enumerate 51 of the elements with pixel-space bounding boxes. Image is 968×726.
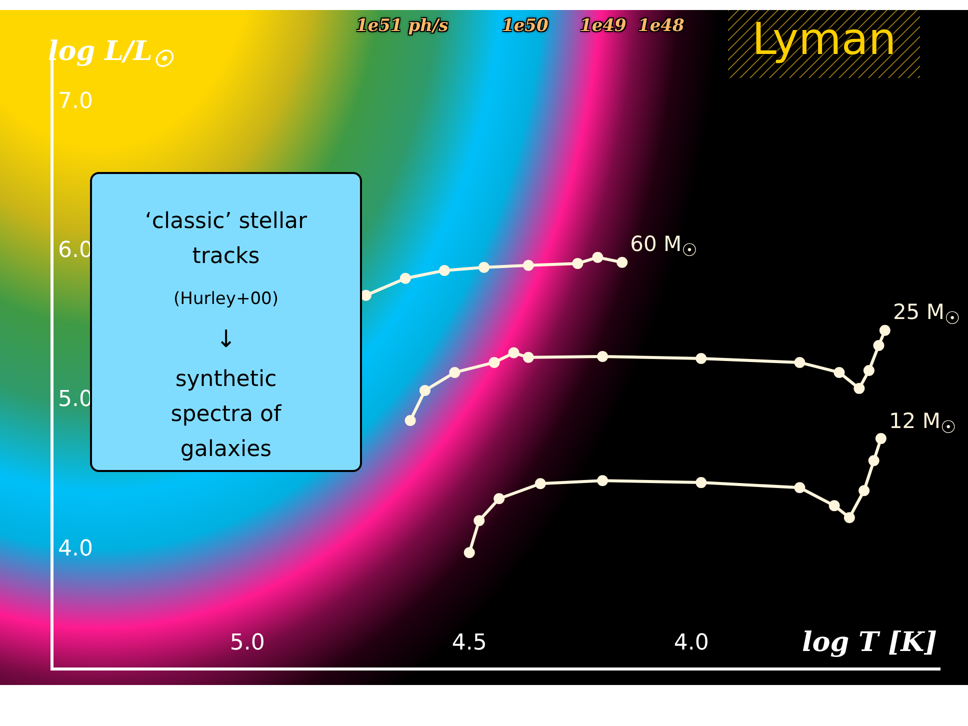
- y-tick-label: 4.0: [58, 536, 93, 562]
- x-tick-label: 5.0: [230, 630, 265, 656]
- point: [858, 485, 870, 496]
- point: [844, 512, 855, 524]
- annotation: synthetic spectra of galaxies: [170, 366, 283, 464]
- text: 1e51 ph/s: [356, 16, 448, 36]
- series-label: 25 M$_{☉}$: [892, 300, 960, 330]
- x-axis-title: log T [K]: [802, 627, 938, 658]
- point: [873, 340, 884, 351]
- point: [879, 324, 890, 336]
- point: [572, 258, 584, 269]
- point: [875, 433, 886, 444]
- annotation: (Hurley+00): [172, 288, 280, 312]
- point: [854, 382, 865, 394]
- series-label: 60 M$_{☉}$: [630, 232, 698, 262]
- point: [449, 366, 460, 378]
- point: [696, 352, 707, 364]
- point: [464, 547, 475, 558]
- point: [508, 347, 520, 358]
- point: [534, 478, 546, 490]
- annotation: Lyman: [752, 14, 896, 65]
- annotation: ↓: [214, 324, 238, 355]
- point: [794, 482, 806, 494]
- point: [404, 415, 416, 426]
- point: [592, 252, 604, 263]
- text: 1e48: [638, 16, 684, 36]
- point: [522, 352, 534, 363]
- x-tick-label: 4.5: [452, 630, 487, 656]
- point: [438, 264, 450, 276]
- point: [597, 475, 608, 486]
- x-tick-label: 4.0: [674, 630, 709, 656]
- y-tick-label: 7.0: [58, 88, 93, 114]
- point: [828, 500, 840, 512]
- point: [419, 385, 430, 396]
- point: [597, 351, 608, 362]
- point: [400, 272, 411, 284]
- point: [834, 366, 845, 378]
- text: 1e50: [502, 16, 548, 36]
- point: [522, 260, 534, 271]
- point: [868, 455, 880, 466]
- point: [616, 256, 628, 268]
- point: [794, 356, 806, 368]
- point: [478, 262, 490, 273]
- text: 1e49: [580, 16, 626, 36]
- series-label: 12 M$_{☉}$: [888, 408, 956, 438]
- point: [488, 356, 500, 368]
- annotation: ‘classic’ stellar tracks: [144, 208, 308, 272]
- point: [494, 493, 505, 504]
- point: [474, 515, 485, 526]
- point: [863, 365, 874, 376]
- point: [696, 477, 707, 488]
